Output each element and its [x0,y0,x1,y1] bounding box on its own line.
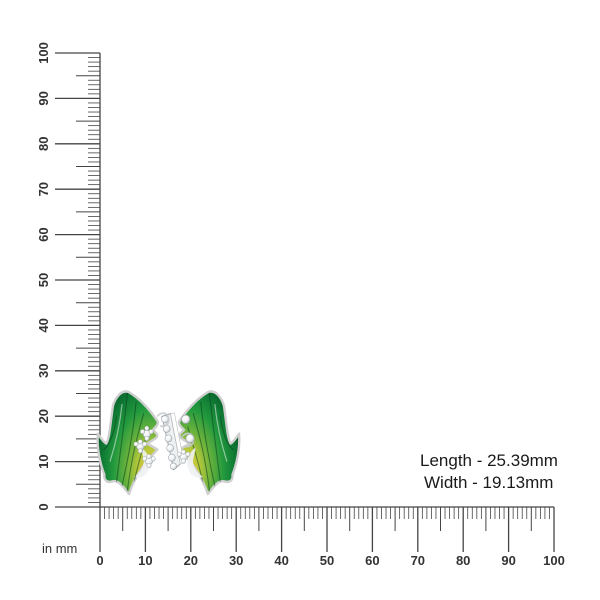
svg-text:90: 90 [501,553,515,568]
svg-text:90: 90 [36,91,51,105]
svg-text:0: 0 [96,553,103,568]
svg-text:70: 70 [36,182,51,196]
svg-text:80: 80 [36,137,51,151]
svg-text:100: 100 [543,553,565,568]
svg-text:50: 50 [36,273,51,287]
svg-text:100: 100 [36,42,51,64]
svg-text:40: 40 [36,318,51,332]
svg-text:Width - 19.13mm: Width - 19.13mm [424,473,553,492]
svg-text:10: 10 [36,454,51,468]
svg-text:30: 30 [229,553,243,568]
svg-text:80: 80 [456,553,470,568]
svg-text:30: 30 [36,364,51,378]
svg-text:10: 10 [138,553,152,568]
svg-text:60: 60 [365,553,379,568]
svg-text:60: 60 [36,227,51,241]
svg-text:Length - 25.39mm: Length - 25.39mm [420,451,558,470]
svg-text:20: 20 [184,553,198,568]
svg-text:50: 50 [320,553,334,568]
svg-text:0: 0 [36,503,51,510]
svg-text:in mm: in mm [42,541,77,556]
svg-text:70: 70 [411,553,425,568]
svg-text:20: 20 [36,409,51,423]
svg-text:40: 40 [274,553,288,568]
